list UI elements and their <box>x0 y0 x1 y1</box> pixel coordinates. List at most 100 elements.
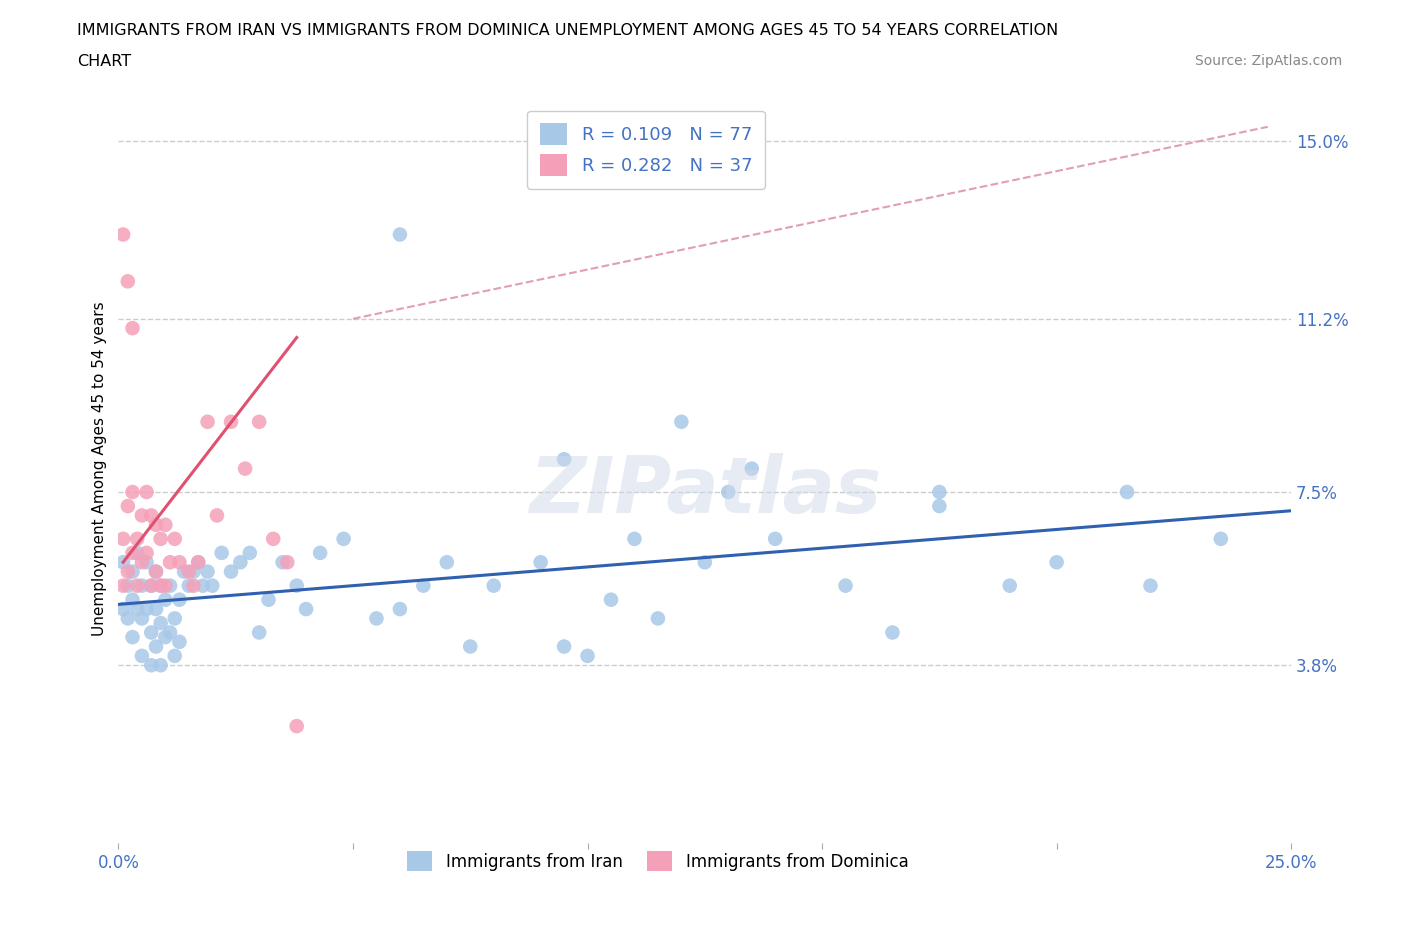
Point <box>671 415 693 430</box>
Point <box>127 578 149 593</box>
Point <box>309 545 332 560</box>
Point <box>1139 578 1161 593</box>
Point <box>149 616 172 631</box>
Point <box>141 578 163 593</box>
Point <box>155 517 177 532</box>
Point <box>247 625 270 640</box>
Point <box>131 578 153 593</box>
Point <box>127 531 149 546</box>
Point <box>1116 485 1139 499</box>
Point <box>131 508 153 523</box>
Point <box>1209 531 1232 546</box>
Point <box>112 531 135 546</box>
Point <box>135 602 157 617</box>
Point <box>127 545 149 560</box>
Point <box>149 531 172 546</box>
Point <box>211 545 233 560</box>
Point <box>436 555 458 570</box>
Point <box>233 461 256 476</box>
Point <box>295 602 318 617</box>
Point <box>163 611 186 626</box>
Point <box>135 555 157 570</box>
Point <box>112 555 135 570</box>
Point <box>177 578 200 593</box>
Point <box>117 578 139 593</box>
Point <box>127 602 149 617</box>
Point <box>121 485 143 499</box>
Point <box>145 639 167 654</box>
Point <box>159 555 181 570</box>
Point <box>112 227 135 242</box>
Point <box>117 498 139 513</box>
Point <box>155 578 177 593</box>
Point <box>576 648 599 663</box>
Point <box>197 565 219 579</box>
Point <box>366 611 388 626</box>
Point <box>112 602 135 617</box>
Point <box>882 625 904 640</box>
Point <box>141 578 163 593</box>
Point <box>388 227 411 242</box>
Point <box>276 555 298 570</box>
Point <box>135 545 157 560</box>
Point <box>121 545 143 560</box>
Point <box>121 565 143 579</box>
Point <box>131 648 153 663</box>
Point <box>262 531 284 546</box>
Point <box>205 508 228 523</box>
Point <box>388 602 411 617</box>
Point <box>998 578 1021 593</box>
Point <box>600 592 623 607</box>
Point <box>219 415 242 430</box>
Text: Source: ZipAtlas.com: Source: ZipAtlas.com <box>1195 54 1343 68</box>
Point <box>197 415 219 430</box>
Text: IMMIGRANTS FROM IRAN VS IMMIGRANTS FROM DOMINICA UNEMPLOYMENT AMONG AGES 45 TO 5: IMMIGRANTS FROM IRAN VS IMMIGRANTS FROM … <box>77 23 1059 38</box>
Point <box>169 634 191 649</box>
Point <box>271 555 294 570</box>
Point <box>155 630 177 644</box>
Point <box>741 461 763 476</box>
Point <box>191 578 214 593</box>
Point <box>717 485 740 499</box>
Point <box>201 578 224 593</box>
Point <box>763 531 786 546</box>
Point <box>145 517 167 532</box>
Point <box>149 578 172 593</box>
Point <box>239 545 262 560</box>
Point <box>247 415 270 430</box>
Point <box>257 592 280 607</box>
Point <box>159 578 181 593</box>
Point <box>928 498 950 513</box>
Point <box>928 485 950 499</box>
Point <box>141 508 163 523</box>
Point <box>121 321 143 336</box>
Point <box>412 578 434 593</box>
Point <box>169 592 191 607</box>
Point <box>141 625 163 640</box>
Point <box>135 485 157 499</box>
Point <box>285 578 308 593</box>
Point <box>332 531 354 546</box>
Point <box>163 531 186 546</box>
Point <box>1046 555 1069 570</box>
Point <box>117 274 139 289</box>
Point <box>187 555 209 570</box>
Point <box>693 555 716 570</box>
Point <box>163 648 186 663</box>
Point <box>285 719 308 734</box>
Point <box>121 630 143 644</box>
Text: ZIPatlas: ZIPatlas <box>529 453 882 529</box>
Point <box>131 611 153 626</box>
Point <box>131 555 153 570</box>
Point <box>553 452 575 467</box>
Point <box>155 592 177 607</box>
Point <box>177 565 200 579</box>
Point <box>623 531 645 546</box>
Point <box>121 592 143 607</box>
Point <box>117 565 139 579</box>
Point <box>149 658 172 672</box>
Point <box>173 565 195 579</box>
Point <box>145 565 167 579</box>
Point <box>458 639 481 654</box>
Point <box>141 658 163 672</box>
